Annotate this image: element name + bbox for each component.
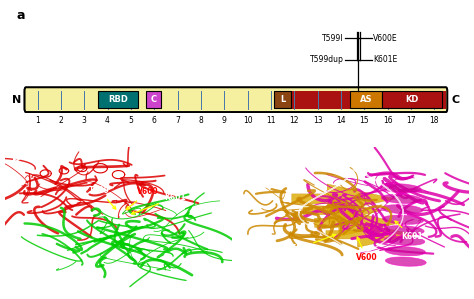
Ellipse shape (385, 257, 426, 266)
FancyArrow shape (315, 209, 401, 236)
Text: 11: 11 (266, 116, 276, 125)
Ellipse shape (382, 205, 423, 214)
Text: 8: 8 (199, 116, 203, 125)
Text: 4: 4 (105, 116, 110, 125)
Text: 12: 12 (290, 116, 299, 125)
Text: 5: 5 (128, 116, 133, 125)
Text: 13: 13 (313, 116, 322, 125)
Text: 9: 9 (222, 116, 227, 125)
FancyArrow shape (292, 184, 395, 214)
FancyArrow shape (303, 199, 381, 222)
Text: V600E: V600E (373, 34, 398, 43)
Text: C: C (151, 95, 157, 104)
Ellipse shape (383, 215, 423, 224)
Text: V600: V600 (356, 237, 377, 262)
Text: K601: K601 (131, 193, 186, 214)
Text: AS: AS (360, 95, 372, 104)
Text: T599: T599 (287, 234, 336, 253)
Text: 16: 16 (383, 116, 392, 125)
Text: 3: 3 (82, 116, 87, 125)
Text: KD: KD (405, 95, 419, 104)
Ellipse shape (383, 226, 424, 235)
Bar (274, 91, 291, 108)
Text: c: c (248, 151, 256, 164)
Text: 18: 18 (429, 116, 439, 125)
Bar (146, 91, 161, 108)
Ellipse shape (381, 194, 422, 203)
FancyBboxPatch shape (25, 87, 447, 112)
Bar (382, 91, 442, 108)
Text: 2: 2 (58, 116, 63, 125)
Text: K601E: K601E (373, 55, 397, 64)
Text: b: b (11, 151, 20, 164)
Bar (98, 91, 138, 108)
Text: RBD: RBD (108, 95, 128, 104)
Text: 10: 10 (243, 116, 252, 125)
Text: 1: 1 (35, 116, 40, 125)
Text: 7: 7 (175, 116, 180, 125)
Text: 14: 14 (336, 116, 346, 125)
Text: C: C (451, 95, 459, 105)
Bar (274, 91, 446, 109)
Ellipse shape (384, 236, 425, 245)
Text: 17: 17 (406, 116, 416, 125)
Text: V600: V600 (126, 187, 158, 210)
Ellipse shape (381, 184, 421, 193)
Text: T599: T599 (89, 186, 116, 209)
Text: K601: K601 (395, 221, 423, 241)
Text: T599dup: T599dup (310, 55, 344, 64)
Text: 15: 15 (359, 116, 369, 125)
Text: L: L (280, 95, 285, 104)
Text: T599I: T599I (322, 34, 344, 43)
FancyArrow shape (326, 222, 415, 247)
Ellipse shape (385, 247, 426, 256)
Text: a: a (17, 9, 25, 22)
Text: N: N (12, 95, 21, 105)
Bar (350, 91, 382, 108)
Text: 6: 6 (152, 116, 157, 125)
